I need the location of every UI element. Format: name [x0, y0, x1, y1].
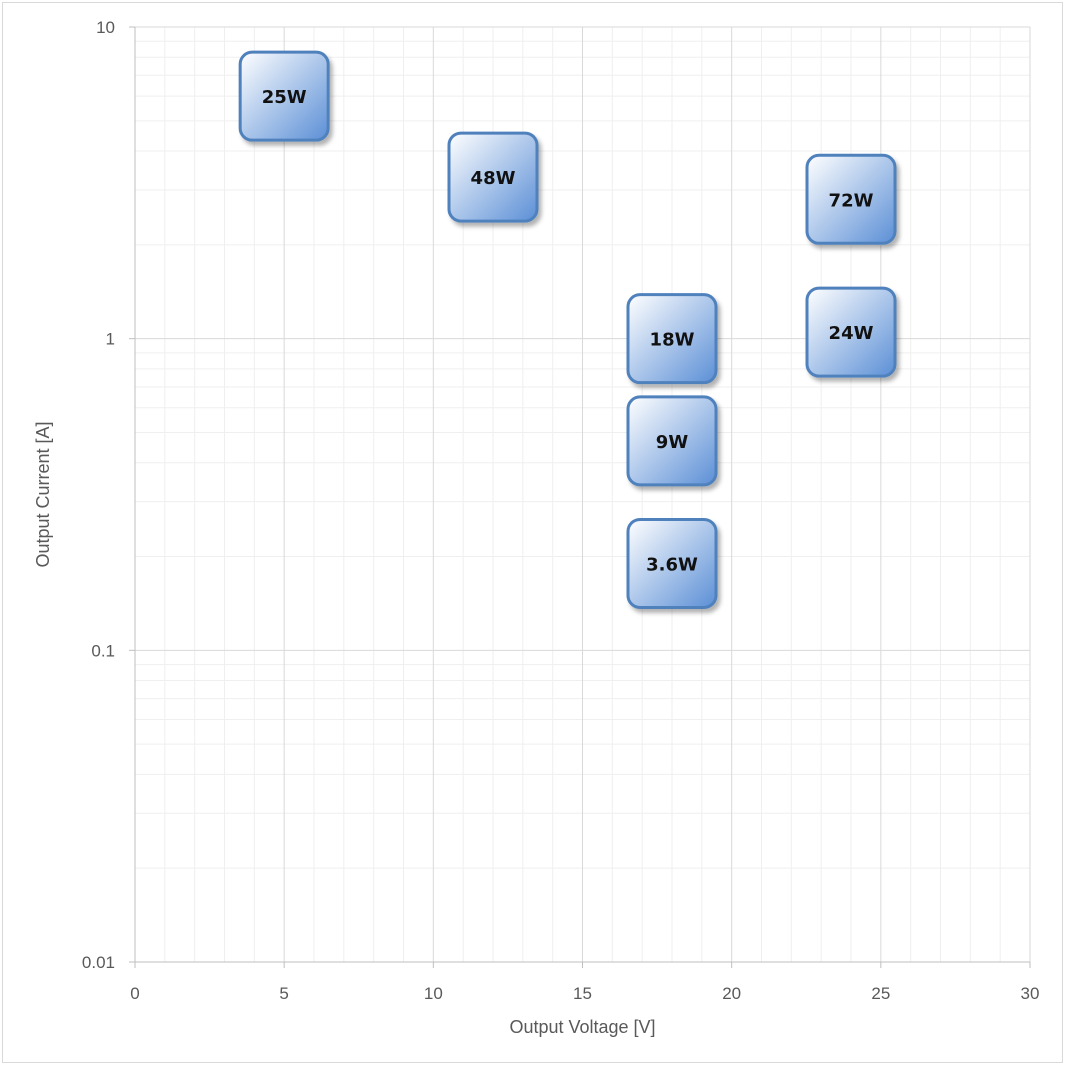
power-rating-label: 72W — [829, 190, 874, 211]
power-rating-point: 48W — [447, 131, 539, 223]
power-rating-label: 3.6W — [646, 554, 698, 575]
power-rating-box — [805, 153, 897, 245]
power-rating-label: 9W — [656, 432, 689, 453]
power-rating-box — [805, 286, 897, 378]
power-rating-point: 72W — [805, 153, 897, 245]
y-tick-label: 1 — [106, 330, 115, 349]
power-rating-label: 18W — [650, 330, 695, 351]
power-rating-box — [626, 517, 718, 609]
power-rating-box — [447, 131, 539, 223]
power-rating-point: 3.6W — [626, 517, 718, 609]
axes: 0 5 10 15 20 25 30 0.01 0.1 1 10 — [82, 18, 1040, 1003]
y-tick-label: 0.01 — [82, 953, 115, 972]
y-axis-title: Output Current [A] — [33, 421, 53, 567]
x-tick-label: 0 — [130, 984, 139, 1003]
y-tick-label: 10 — [96, 18, 115, 37]
x-tick-label: 30 — [1021, 984, 1040, 1003]
x-tick-label: 10 — [424, 984, 443, 1003]
power-rating-point: 25W — [238, 50, 330, 142]
power-rating-box — [626, 293, 718, 385]
power-rating-label: 25W — [262, 87, 307, 108]
power-rating-label: 24W — [829, 323, 874, 344]
x-tick-label: 20 — [722, 984, 741, 1003]
x-axis-title: Output Voltage [V] — [509, 1017, 655, 1037]
power-rating-box — [626, 395, 718, 487]
power-rating-label: 48W — [471, 168, 516, 189]
x-tick-label: 5 — [279, 984, 288, 1003]
data-points: 25W 48W 72W 18W 24W 9W 3.6W — [238, 50, 897, 609]
power-rating-point: 18W — [626, 293, 718, 385]
y-tick-label: 0.1 — [91, 641, 115, 660]
power-rating-point: 9W — [626, 395, 718, 487]
x-tick-label: 15 — [573, 984, 592, 1003]
power-rating-point: 24W — [805, 286, 897, 378]
x-tick-label: 25 — [871, 984, 890, 1003]
power-rating-box — [238, 50, 330, 142]
